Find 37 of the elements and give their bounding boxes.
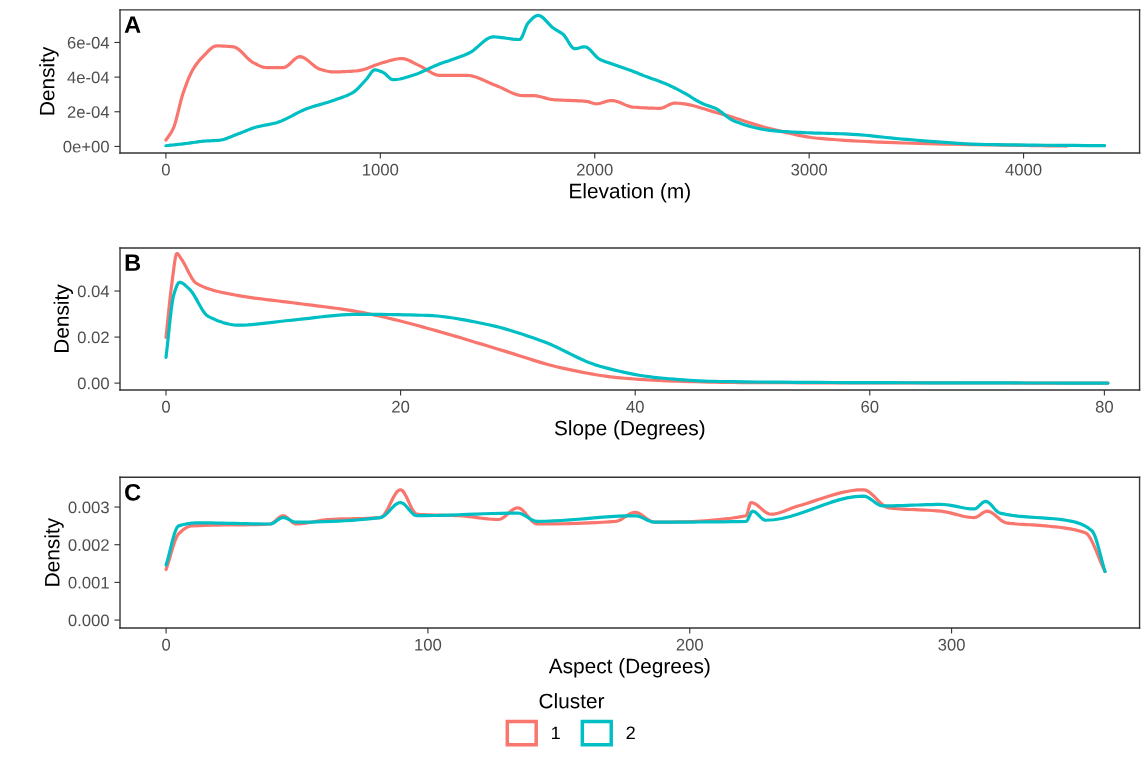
x-tick-label: 0 xyxy=(162,638,171,651)
legend-label: 1 xyxy=(552,726,560,740)
y-tick-label: 4e-04 xyxy=(67,71,110,84)
y-tick-label: 0.000 xyxy=(68,614,109,627)
x-tick-label: 0 xyxy=(161,163,170,176)
x-tick-label: 200 xyxy=(676,638,703,651)
y-tick-label: 0.04 xyxy=(77,285,110,298)
legend-title: Cluster xyxy=(539,693,605,709)
x-tick-label: 100 xyxy=(415,638,442,651)
y-axis-title: Density xyxy=(44,517,64,586)
x-tick-label: 2000 xyxy=(577,163,613,176)
x-tick-label: 4000 xyxy=(1005,163,1042,176)
x-tick-label: 3000 xyxy=(791,163,828,176)
x-tick-label: 60 xyxy=(861,400,879,413)
annotation: B xyxy=(125,254,141,271)
y-tick-label: 0.001 xyxy=(68,576,109,589)
x-axis-title: Slope (Degrees) xyxy=(554,420,705,440)
y-tick-label: 0.003 xyxy=(68,501,109,514)
y-tick-label: 0.02 xyxy=(77,331,109,344)
x-tick-label: 80 xyxy=(1095,400,1113,413)
annotation: A xyxy=(124,16,141,33)
annotation: C xyxy=(125,483,141,501)
x-tick-label: 0 xyxy=(162,400,170,413)
y-tick-label: 0.002 xyxy=(68,539,109,551)
y-tick-label: 0e+00 xyxy=(63,140,109,153)
y-tick-label: 2e-04 xyxy=(67,106,110,118)
y-axis-title: Density xyxy=(39,46,59,115)
x-tick-label: 300 xyxy=(938,638,965,651)
legend-label: 2 xyxy=(626,726,635,740)
y-tick-label: 0.00 xyxy=(77,377,109,390)
x-tick-label: 1000 xyxy=(363,163,399,176)
x-axis-title: Aspect (Degrees) xyxy=(548,658,710,678)
y-axis-title: Density xyxy=(53,284,73,353)
y-tick-label: 6e-04 xyxy=(67,36,110,49)
x-axis-title: Elevation (m) xyxy=(570,183,690,203)
x-tick-label: 40 xyxy=(626,400,644,413)
x-tick-label: 20 xyxy=(392,400,410,413)
